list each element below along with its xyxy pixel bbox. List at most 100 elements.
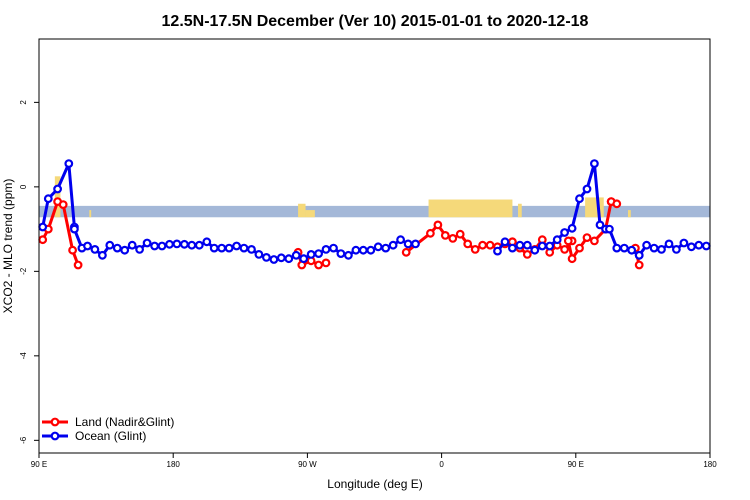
data-point (194, 240, 204, 250)
data-point (687, 242, 696, 252)
data-point (344, 250, 353, 260)
data-point (97, 250, 107, 260)
data-point (224, 243, 234, 253)
data-point (232, 241, 242, 251)
data-point (433, 220, 443, 230)
data-point (396, 235, 406, 245)
data-point (508, 243, 517, 253)
data-point (381, 243, 391, 253)
data-point (642, 240, 651, 250)
data-point (463, 239, 473, 249)
data-point (64, 159, 74, 169)
data-point (470, 244, 480, 254)
data-point (560, 244, 569, 254)
data-point (284, 254, 294, 264)
data-point (403, 239, 413, 249)
data-point (493, 246, 502, 256)
data-point (537, 241, 547, 251)
data-point (269, 255, 279, 264)
data-point (38, 222, 48, 232)
data-point (314, 260, 324, 270)
data-point (582, 233, 592, 243)
x-tick-label: 90 W (298, 460, 317, 469)
data-point (202, 237, 212, 247)
data-point (664, 239, 674, 249)
data-point (575, 243, 584, 253)
land-band-span (298, 203, 306, 218)
x-tick-label: 0 (439, 460, 444, 469)
legend-label: Land (Nadir&Glint) (75, 415, 174, 429)
land-band-span (627, 210, 631, 218)
data-point (590, 236, 599, 246)
data-point (563, 236, 573, 246)
data-point (262, 252, 271, 262)
data-point (373, 242, 383, 252)
data-point (500, 237, 510, 247)
data-point (545, 241, 555, 251)
data-point (53, 184, 62, 194)
data-point (612, 243, 622, 253)
data-point (388, 240, 398, 250)
legend: Land (Nadir&Glint)Ocean (Glint) (42, 415, 174, 443)
data-point (254, 249, 264, 259)
data-point (552, 235, 562, 245)
land-band-span (518, 203, 522, 218)
data-point (142, 238, 152, 248)
data-point (209, 243, 219, 253)
data-point (187, 240, 197, 250)
x-axis: 90 E 180 90 W 0 90 E 180 (31, 453, 717, 469)
land-band-span (428, 199, 513, 218)
data-point (634, 250, 644, 260)
data-point (679, 238, 689, 248)
data-point (426, 228, 435, 238)
land-band-span (305, 210, 315, 218)
series-land (38, 197, 644, 270)
data-point (157, 241, 167, 251)
data-point (590, 159, 599, 169)
data-point (135, 244, 145, 254)
data-point (299, 254, 309, 264)
data-point (612, 199, 622, 209)
data-point (68, 245, 77, 255)
land-band-span (89, 210, 92, 218)
x-tick-label: 180 (167, 460, 181, 469)
data-point (701, 241, 711, 251)
data-point (58, 200, 68, 210)
y-tick-label: -6 (19, 436, 28, 444)
data-point (90, 244, 100, 254)
data-point (336, 249, 346, 259)
data-point (567, 254, 577, 264)
data-point (179, 239, 189, 249)
data-point (321, 244, 331, 254)
data-point (567, 223, 577, 233)
data-point (351, 245, 361, 255)
data-point (165, 239, 174, 249)
data-point (657, 244, 666, 254)
data-point (448, 233, 458, 243)
y-axis-label: XCO2 - MLO trend (ppm) (1, 179, 15, 314)
data-point (239, 243, 249, 253)
data-point (522, 249, 532, 259)
x-tick-label: 90 E (31, 460, 47, 469)
ocean-band (39, 205, 710, 218)
data-point (411, 239, 420, 249)
data-point (575, 194, 584, 204)
data-point (485, 240, 495, 250)
legend-marker (50, 417, 60, 427)
plot-frame (38, 38, 711, 454)
land-band-span (585, 197, 604, 218)
data-point (276, 253, 286, 263)
data-point (291, 250, 301, 260)
data-point (112, 243, 122, 253)
data-point (69, 224, 79, 234)
series-layer (38, 159, 711, 270)
data-point (120, 245, 130, 255)
data-point (522, 240, 532, 250)
data-point (306, 249, 316, 259)
data-point (440, 230, 450, 240)
data-point (634, 260, 644, 270)
data-point (127, 240, 137, 250)
data-point (595, 220, 605, 230)
land-band-span (54, 176, 61, 218)
